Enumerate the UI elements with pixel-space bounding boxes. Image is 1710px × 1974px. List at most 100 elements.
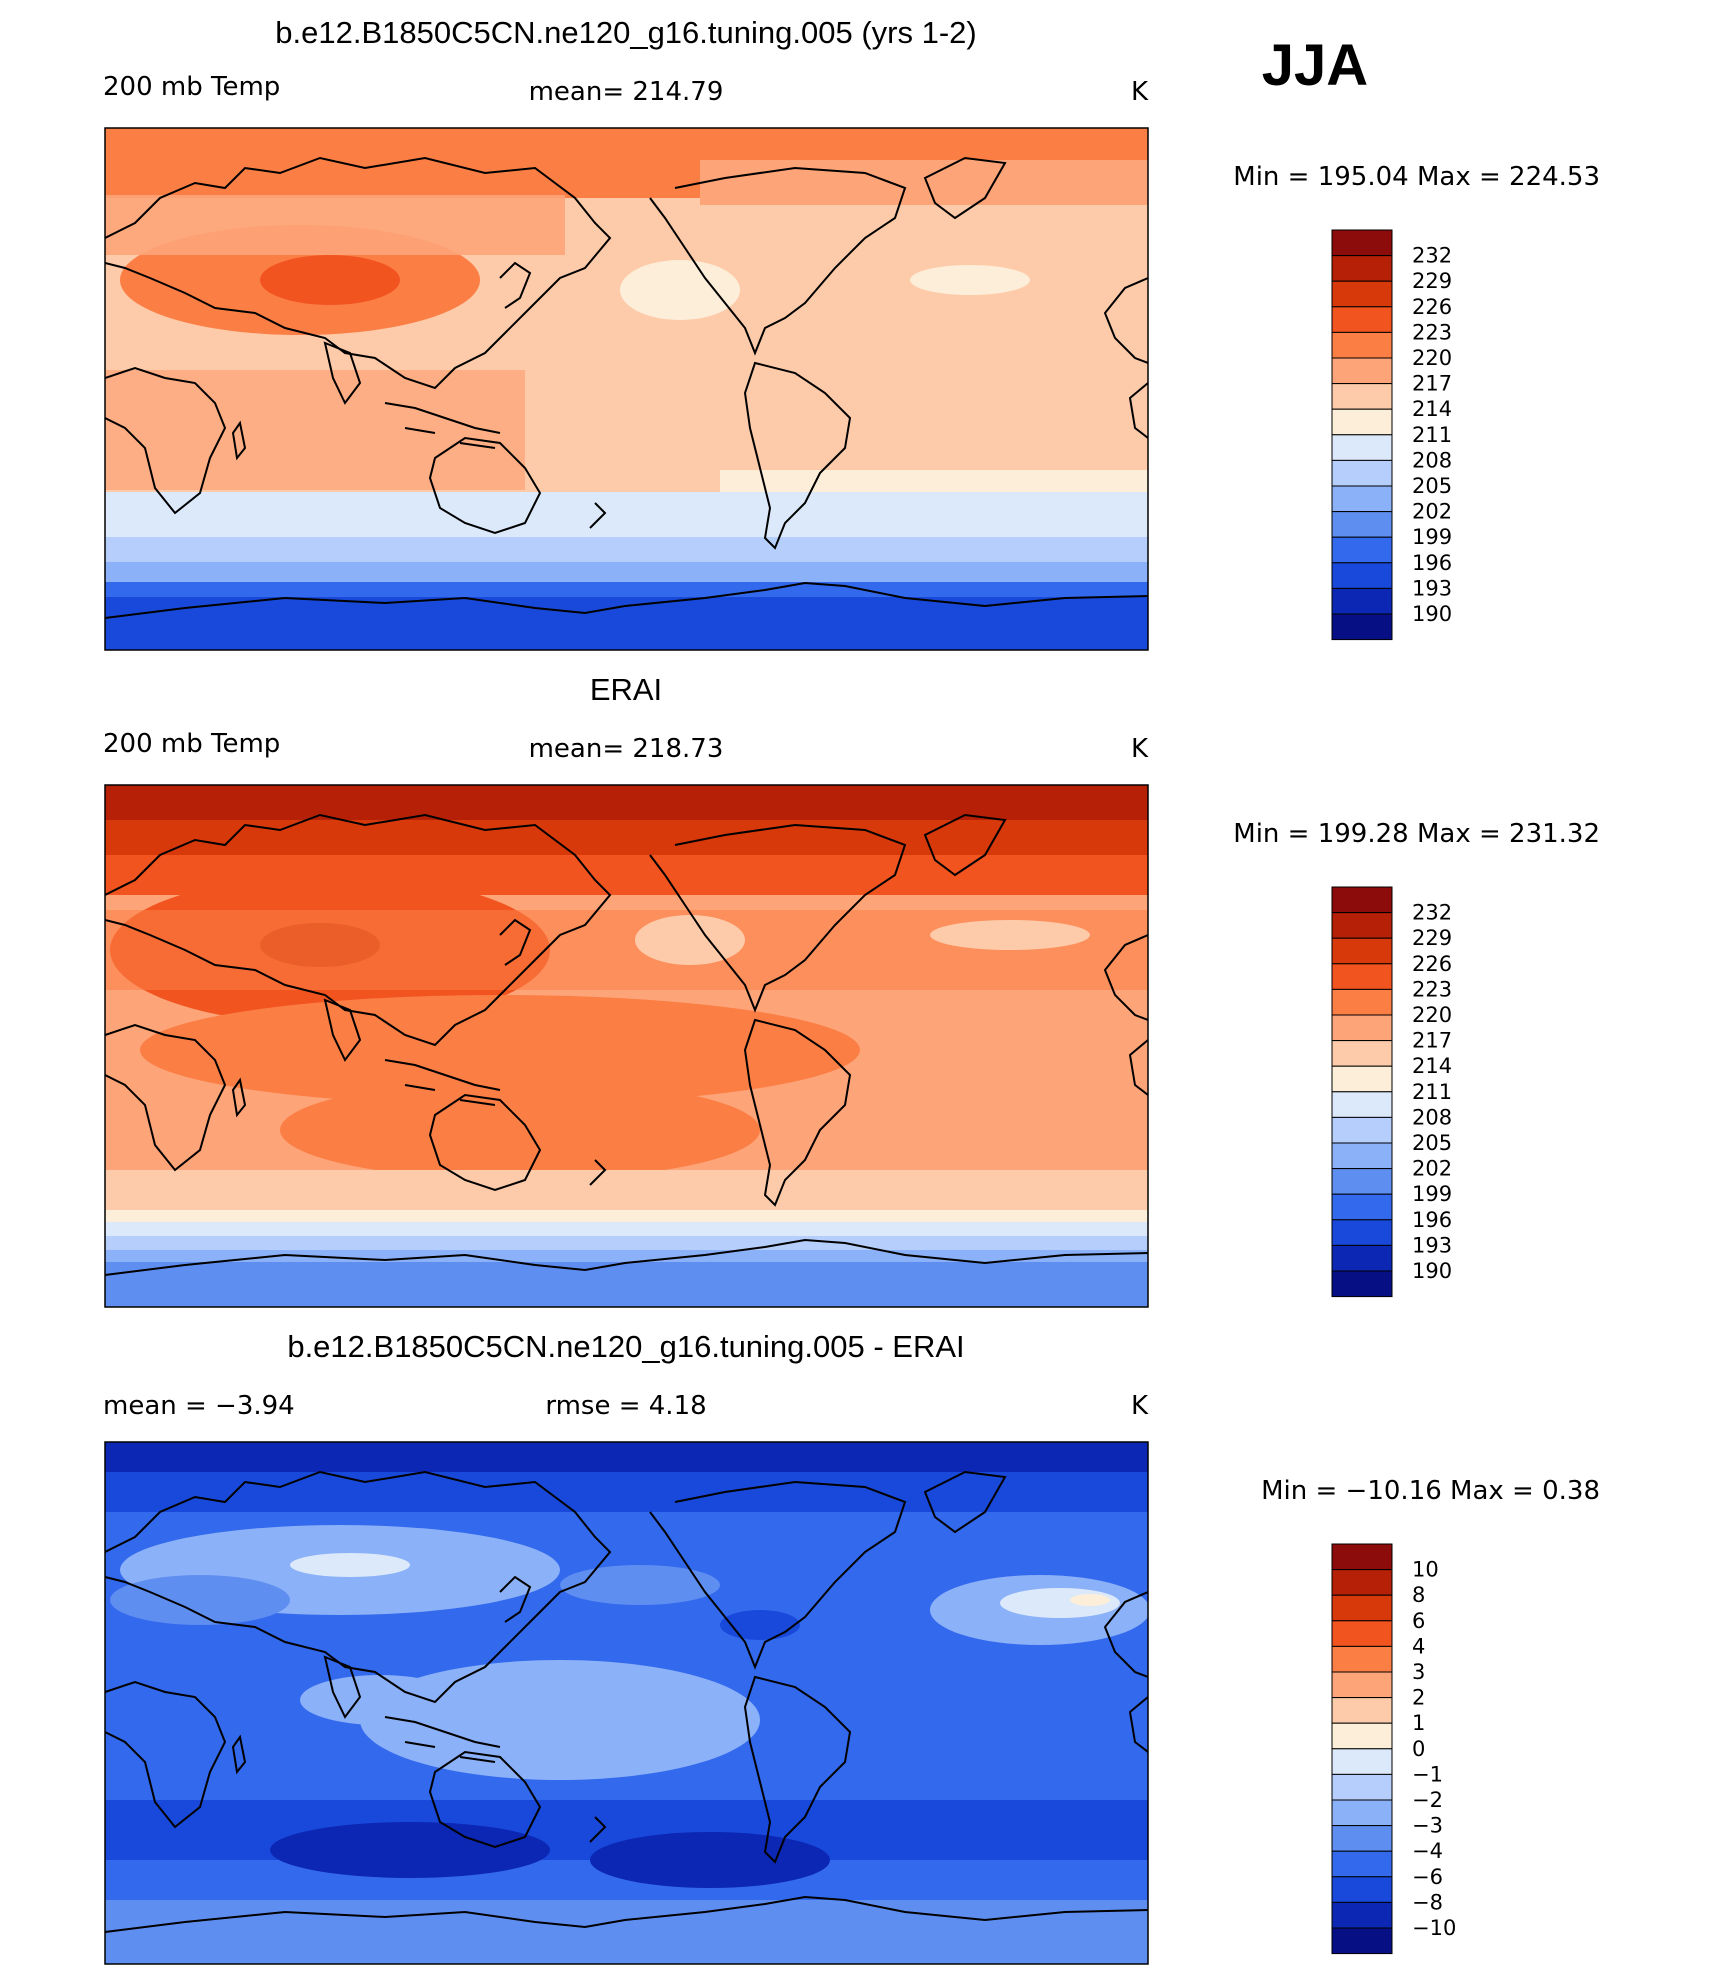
colorbar-swatch: [1331, 280, 1393, 308]
colorbar-model: 2322292262232202172142112082052021991961…: [1331, 229, 1452, 641]
colorbar-tick-label: 0: [1412, 1737, 1425, 1761]
map-model-frame: [104, 127, 1149, 651]
colorbar-swatch: [1331, 1799, 1393, 1827]
colorbar-tick-label: 232: [1412, 901, 1452, 925]
colorbar-tick-label: 3: [1412, 1660, 1425, 1684]
colorbar-tick-label: 226: [1412, 952, 1452, 976]
colorbar-swatch: [1331, 1091, 1393, 1118]
colorbar-tick-label: −8: [1412, 1890, 1443, 1914]
colorbar-swatch: [1331, 988, 1393, 1016]
colorbar-tick-label: 205: [1412, 474, 1452, 498]
colorbar-swatch: [1331, 1671, 1393, 1699]
colorbar-swatch: [1331, 1219, 1393, 1246]
colorbar-tick-label: 202: [1412, 500, 1452, 524]
colorbar-swatch: [1331, 1142, 1393, 1170]
colorbar-swatch: [1331, 255, 1393, 282]
colorbar-swatch: [1331, 536, 1393, 564]
colorbar-swatch: [1331, 1193, 1393, 1221]
colorbar-tick-label: 196: [1412, 1208, 1452, 1232]
colorbar-tick-label: 229: [1412, 269, 1452, 293]
colorbar-swatch: [1331, 1876, 1393, 1903]
colorbar-tick-label: 226: [1412, 295, 1452, 319]
panel-model-variable-label: 200 mb Temp: [103, 72, 280, 102]
colorbar-swatch: [1331, 886, 1393, 914]
map-difference-frame: [104, 1441, 1149, 1965]
colorbar-swatch: [1331, 1270, 1393, 1298]
colorbar-swatch: [1331, 1594, 1393, 1622]
colorbar-tick-label: 8: [1412, 1583, 1425, 1607]
colorbar-tick-label: −10: [1412, 1916, 1456, 1940]
map-model: [105, 128, 1148, 650]
colorbar-swatch: [1331, 306, 1393, 333]
colorbar-swatch: [1331, 912, 1393, 939]
colorbar-tick-label: 193: [1412, 576, 1452, 600]
colorbar-swatch: [1331, 229, 1393, 257]
panel-difference-mean-label: mean = −3.94: [103, 1391, 295, 1421]
colorbar-tick-label: 2: [1412, 1686, 1425, 1710]
colorbar-tick-label: −4: [1412, 1839, 1443, 1863]
colorbar-tick-label: 217: [1412, 372, 1452, 396]
panel-model-minmax: Min = 195.04 Max = 224.53: [1233, 162, 1600, 192]
colorbar-tick-label: 220: [1412, 1003, 1452, 1027]
panel-erai-mean-label: mean= 218.73: [529, 734, 724, 764]
colorbar-swatch: [1331, 1850, 1393, 1878]
colorbar-swatch: [1331, 1543, 1393, 1571]
panel-erai-variable-label: 200 mb Temp: [103, 729, 280, 759]
colorbar-tick-label: 190: [1412, 602, 1452, 626]
panel-erai-title: ERAI: [590, 672, 662, 707]
panel-model-mean-label: mean= 214.79: [529, 77, 724, 107]
colorbar-swatch: [1331, 963, 1393, 990]
map-difference: [105, 1442, 1148, 1964]
colorbar-tick-label: 214: [1412, 1054, 1452, 1078]
colorbar-tick-label: 199: [1412, 525, 1452, 549]
colorbar-tick-label: 208: [1412, 1105, 1452, 1129]
panel-model: b.e12.B1850C5CN.ne120_g16.tuning.005 (yr…: [103, 15, 1600, 651]
colorbar-swatch: [1331, 1927, 1393, 1955]
colorbar-tick-label: 220: [1412, 346, 1452, 370]
map-erai: [105, 785, 1148, 1307]
panel-erai-unit-label: K: [1131, 734, 1149, 764]
colorbar-swatch: [1331, 1065, 1393, 1093]
colorbar-swatch: [1331, 1722, 1393, 1750]
colorbar-swatch: [1331, 1040, 1393, 1067]
colorbar-swatch: [1331, 331, 1393, 359]
season-label: JJA: [1262, 33, 1368, 98]
panel-model-title: b.e12.B1850C5CN.ne120_g16.tuning.005 (yr…: [275, 15, 976, 50]
colorbar-tick-label: −1: [1412, 1762, 1443, 1786]
colorbar-swatch: [1331, 357, 1393, 385]
colorbar-swatch: [1331, 459, 1393, 487]
colorbar-tick-label: 6: [1412, 1609, 1425, 1633]
colorbar-swatch: [1331, 1014, 1393, 1042]
panel-difference-unit-label: K: [1131, 1391, 1149, 1421]
colorbar-tick-label: −2: [1412, 1788, 1443, 1812]
map-erai-frame: [104, 784, 1149, 1308]
colorbar-tick-label: 208: [1412, 448, 1452, 472]
colorbar-swatch: [1331, 408, 1393, 436]
panel-difference: b.e12.B1850C5CN.ne120_g16.tuning.005 - E…: [103, 1329, 1600, 1965]
colorbar-swatch: [1331, 613, 1393, 641]
colorbar-erai: 2322292262232202172142112082052021991961…: [1331, 886, 1452, 1298]
colorbar-swatch: [1331, 1569, 1393, 1596]
colorbar-swatch: [1331, 485, 1393, 513]
colorbar-swatch: [1331, 1825, 1393, 1852]
colorbar-tick-label: −3: [1412, 1814, 1443, 1838]
colorbar-tick-label: 10: [1412, 1558, 1439, 1582]
colorbar-tick-label: 223: [1412, 320, 1452, 344]
colorbar-swatch: [1331, 434, 1393, 461]
colorbar-swatch: [1331, 1773, 1393, 1801]
colorbar-swatch: [1331, 562, 1393, 589]
colorbar-swatch: [1331, 1901, 1393, 1929]
colorbar-tick-label: 193: [1412, 1233, 1452, 1257]
colorbar-swatch: [1331, 1620, 1393, 1647]
colorbar-swatch: [1331, 1244, 1393, 1272]
colorbar-swatch: [1331, 587, 1393, 615]
colorbar-swatch: [1331, 1645, 1393, 1673]
colorbar-swatch: [1331, 1168, 1393, 1195]
panel-difference-title: b.e12.B1850C5CN.ne120_g16.tuning.005 - E…: [287, 1329, 964, 1364]
panel-difference-minmax: Min = −10.16 Max = 0.38: [1261, 1476, 1600, 1506]
colorbar-tick-label: 232: [1412, 244, 1452, 268]
panel-difference-rmse-label: rmse = 4.18: [545, 1391, 706, 1421]
colorbar-swatch: [1331, 937, 1393, 965]
